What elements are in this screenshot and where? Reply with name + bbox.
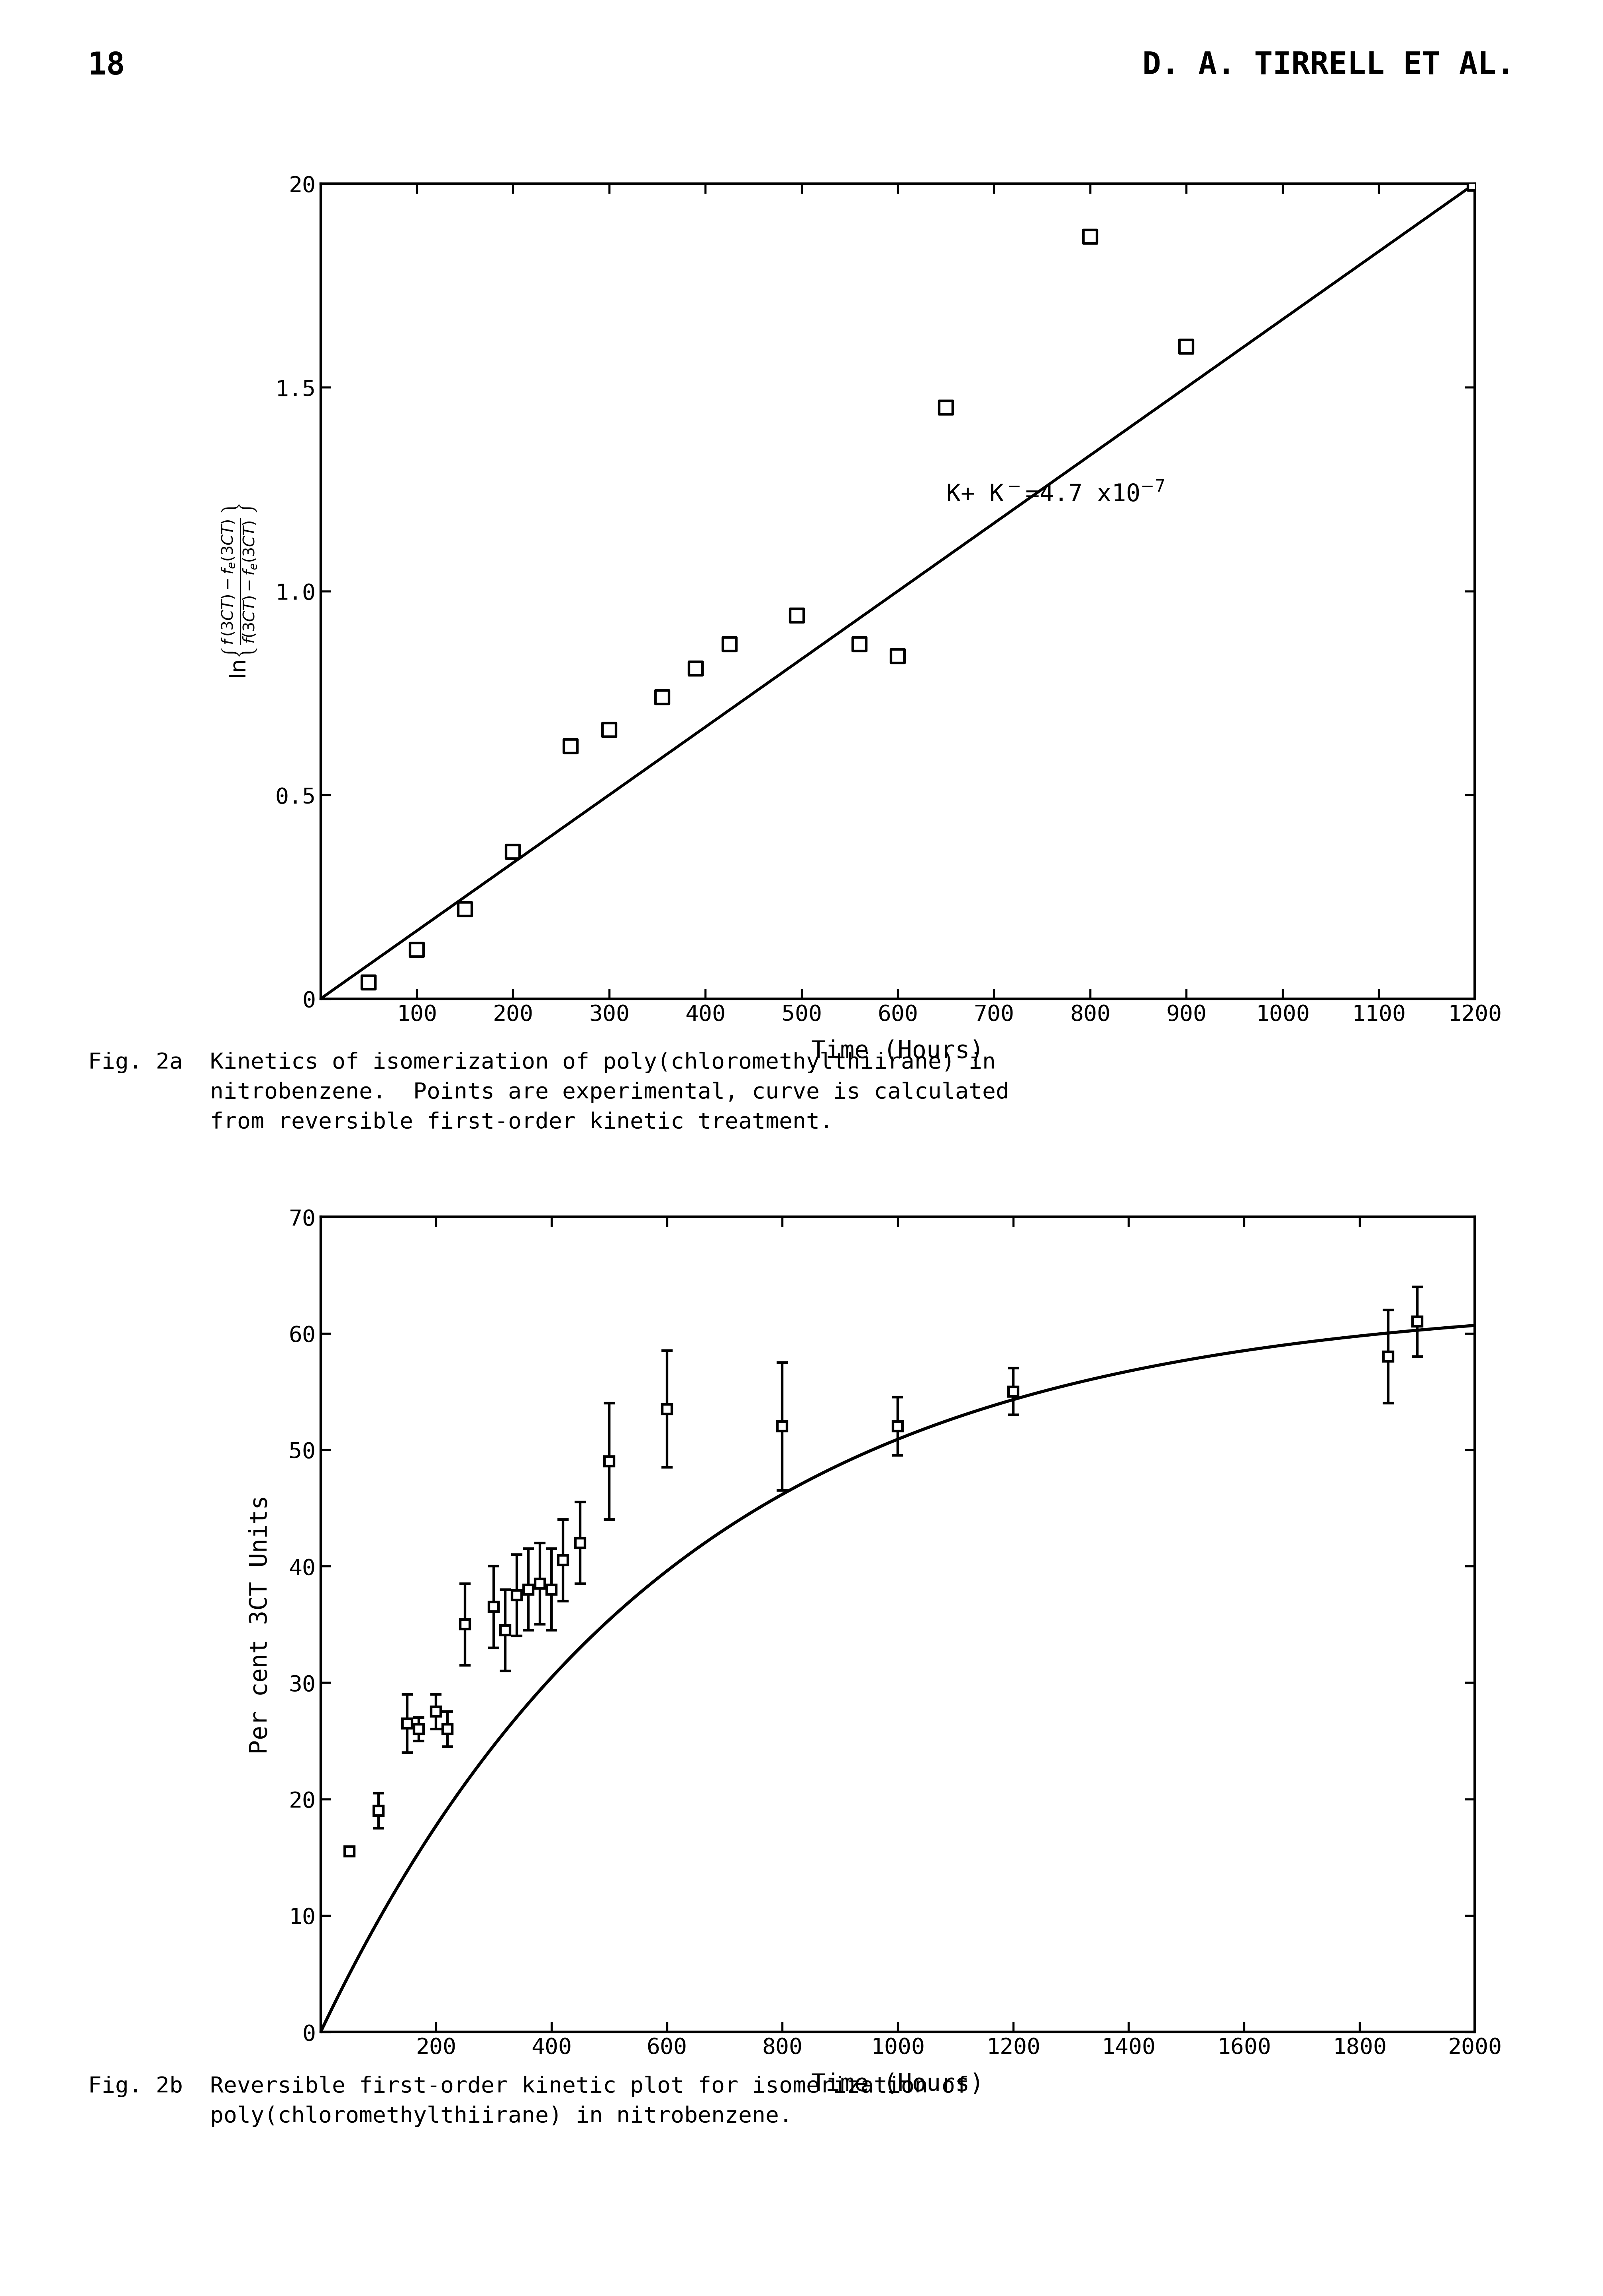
Point [500,833,526,870]
Text: Fig. 2a  Kinetics of isomerization of poly(chloromethylthiirane) in
         nit: Fig. 2a Kinetics of isomerization of pol… [88,1052,1010,1132]
Point [404,932,430,969]
Point [649,680,675,716]
Point [452,891,478,928]
Point [1173,328,1199,365]
Text: Fig. 2b  Reversible first-order kinetic plot for isomerization of
         poly(: Fig. 2b Reversible first-order kinetic p… [88,2076,968,2126]
Text: 18: 18 [88,51,125,80]
Point [356,964,382,1001]
Point [596,712,622,748]
Point [1462,165,1488,202]
Point [933,390,959,427]
Point [717,627,742,664]
Point [846,627,872,664]
Point [558,728,583,765]
Text: K+ K$^-$=4.7 x10$^{-7}$: K+ K$^-$=4.7 x10$^{-7}$ [946,482,1164,507]
Y-axis label: Per cent 3CT Units: Per cent 3CT Units [248,1495,273,1754]
Text: D. A. TIRRELL ET AL.: D. A. TIRRELL ET AL. [1143,51,1515,80]
Point [784,597,810,634]
Y-axis label: $\mathrm{ln} \left\{ \frac{f\,(3CT)-f_e(3CT)}{f(3CT)-f_e(3CT)} \right\}$: $\mathrm{ln} \left\{ \frac{f\,(3CT)-f_e(… [221,503,258,680]
X-axis label: Time (Hours): Time (Hours) [811,1040,984,1063]
Point [683,650,709,687]
X-axis label: Time (Hours): Time (Hours) [811,2073,984,2096]
Point [1077,218,1103,255]
Point [885,638,911,675]
